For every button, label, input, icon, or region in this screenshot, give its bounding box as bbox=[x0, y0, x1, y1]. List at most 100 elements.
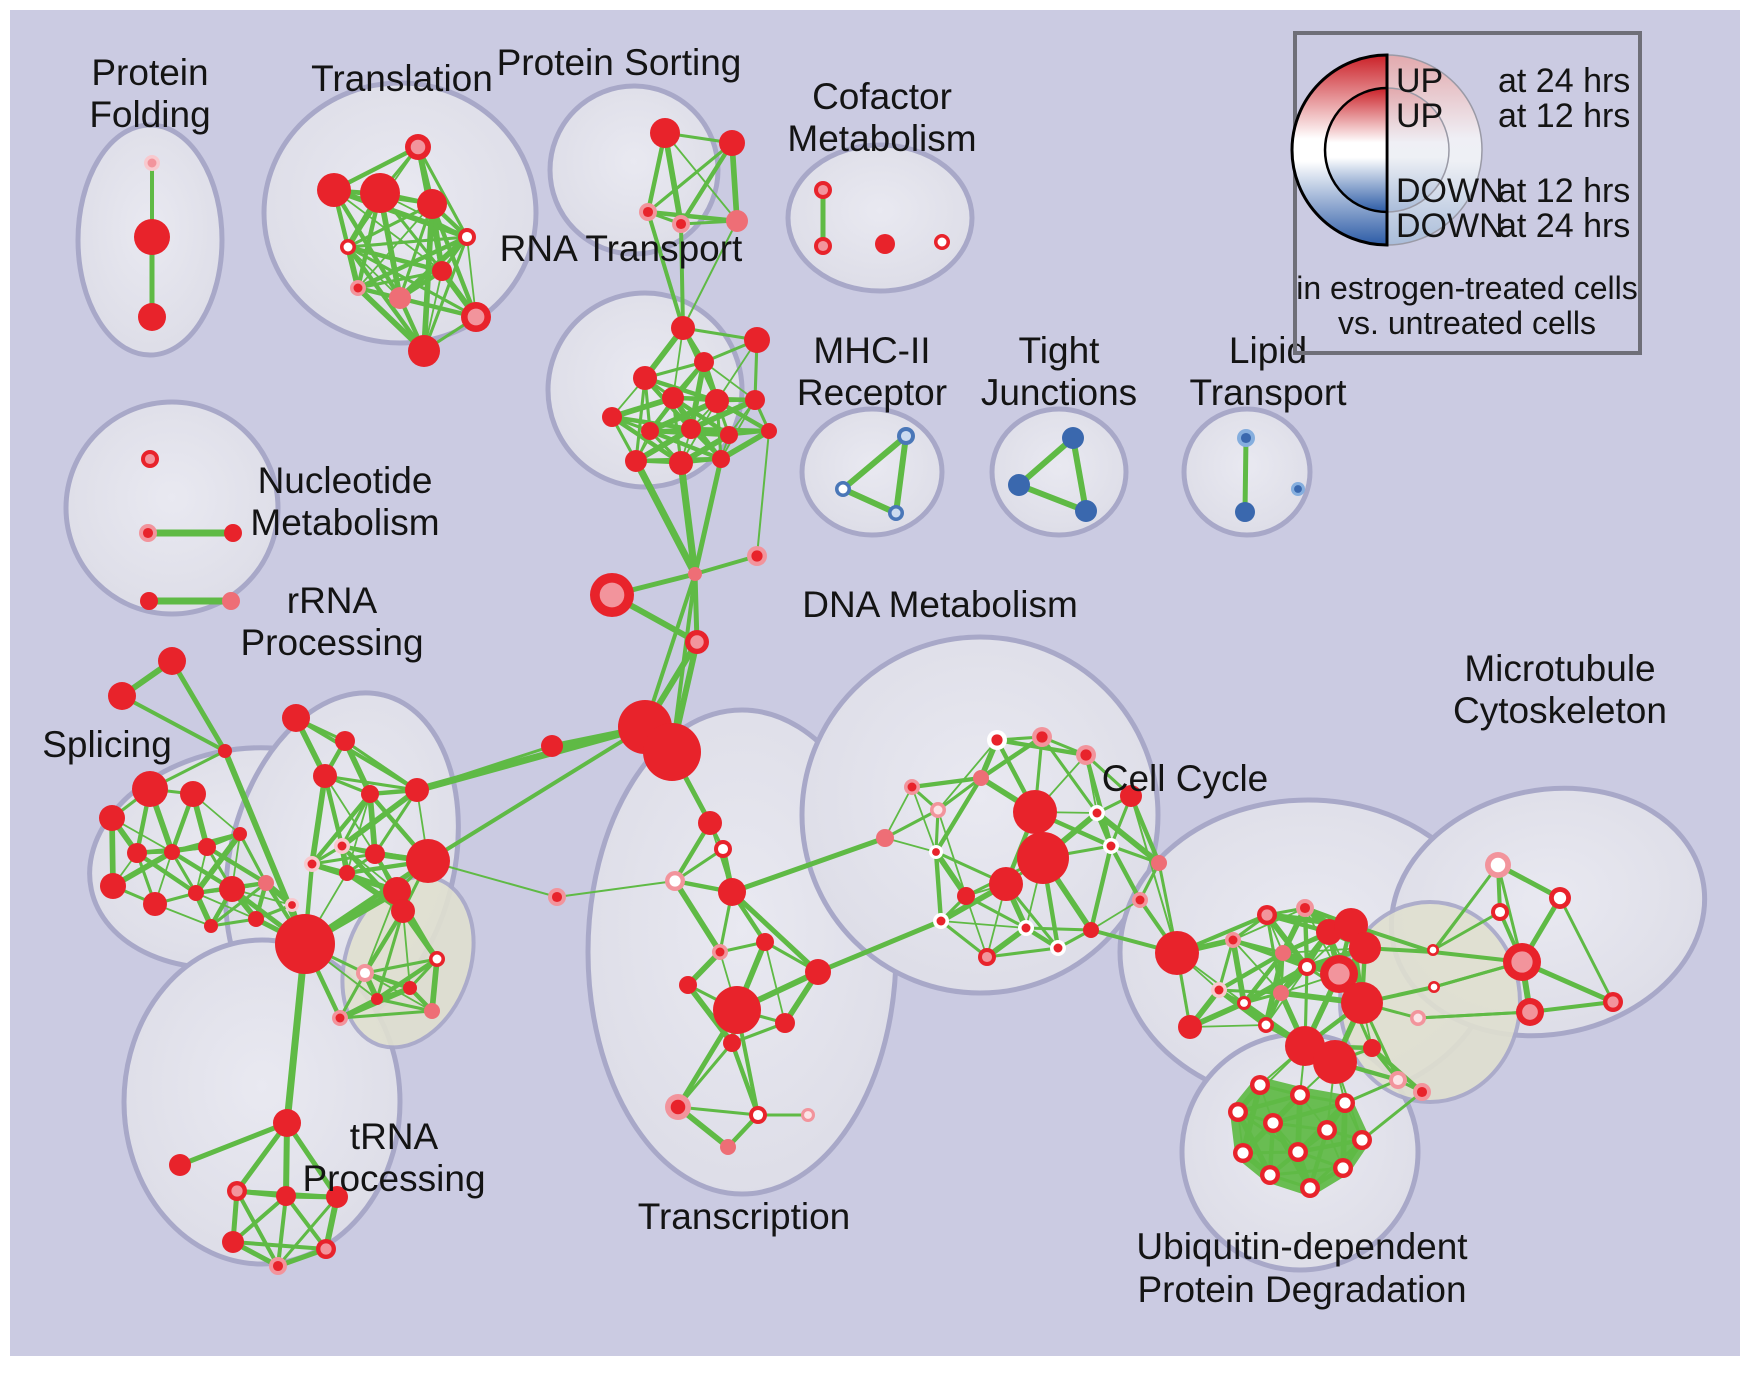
node bbox=[410, 139, 426, 155]
node bbox=[1214, 985, 1224, 995]
cluster-ellipse-cofactor-metabolism bbox=[785, 142, 975, 294]
node bbox=[371, 993, 383, 1005]
node bbox=[1036, 731, 1048, 743]
edge bbox=[933, 775, 984, 855]
node bbox=[991, 734, 1003, 746]
edge bbox=[345, 244, 427, 354]
node bbox=[335, 1013, 345, 1023]
edge bbox=[1109, 844, 1161, 865]
node bbox=[726, 210, 748, 232]
node bbox=[360, 173, 400, 213]
edge bbox=[415, 744, 554, 792]
edge bbox=[426, 725, 647, 863]
node bbox=[717, 843, 729, 855]
node bbox=[1135, 895, 1145, 905]
node bbox=[744, 327, 770, 353]
edge bbox=[1431, 863, 1500, 954]
cluster-label-cofactor-metabolism: Metabolism bbox=[787, 118, 976, 159]
node bbox=[804, 1111, 812, 1119]
node bbox=[365, 844, 385, 864]
edge bbox=[346, 202, 434, 249]
node bbox=[1013, 790, 1057, 834]
node bbox=[353, 283, 363, 293]
node bbox=[805, 959, 831, 985]
edge bbox=[909, 775, 984, 790]
node bbox=[1490, 857, 1506, 873]
node bbox=[383, 877, 411, 905]
edge bbox=[1040, 735, 1099, 815]
edge bbox=[676, 1105, 760, 1117]
edge bbox=[169, 658, 228, 754]
node bbox=[424, 1003, 440, 1019]
edge bbox=[375, 909, 405, 1001]
cluster-label-mhc-ii-receptor: MHC-II bbox=[813, 330, 930, 371]
edge bbox=[235, 1189, 280, 1268]
edge bbox=[375, 997, 434, 1013]
legend-row-direction: DOWN bbox=[1396, 207, 1504, 245]
node bbox=[817, 184, 829, 196]
edge bbox=[670, 572, 697, 754]
node bbox=[643, 723, 701, 781]
cluster-label-cofactor-metabolism: Cofactor bbox=[812, 76, 952, 117]
edge bbox=[933, 849, 944, 924]
edge bbox=[1217, 938, 1235, 992]
edge bbox=[309, 773, 328, 867]
node bbox=[1062, 427, 1084, 449]
edge bbox=[1128, 793, 1162, 866]
legend-footnote-line1: in estrogen-treated cells bbox=[1296, 270, 1638, 306]
edge bbox=[1360, 1090, 1424, 1142]
node bbox=[989, 867, 1023, 901]
edge bbox=[231, 1194, 288, 1244]
node bbox=[272, 1260, 284, 1272]
cluster-label-tight-junctions: Junctions bbox=[981, 372, 1137, 413]
edge bbox=[883, 808, 940, 840]
node bbox=[1356, 1134, 1368, 1146]
node bbox=[1321, 1124, 1333, 1136]
edge bbox=[427, 860, 558, 898]
node bbox=[937, 237, 947, 247]
edge bbox=[422, 235, 469, 353]
node bbox=[907, 782, 917, 792]
node bbox=[198, 838, 216, 856]
cluster-label-ubiquitin-degradation: Ubiquitin-dependent bbox=[1136, 1226, 1468, 1267]
node bbox=[1349, 932, 1381, 964]
cluster-label-nucleotide-metabolism: Metabolism bbox=[250, 502, 439, 543]
legend-row-time: at 12 hrs bbox=[1498, 97, 1630, 135]
edge bbox=[1235, 1092, 1303, 1115]
node bbox=[143, 892, 167, 916]
edge bbox=[1070, 435, 1089, 514]
node bbox=[756, 933, 774, 951]
node bbox=[1232, 1106, 1244, 1118]
node bbox=[761, 423, 777, 439]
edge bbox=[672, 878, 723, 955]
node bbox=[1254, 1079, 1266, 1091]
node bbox=[1264, 1169, 1276, 1181]
edge bbox=[1090, 899, 1141, 931]
node bbox=[932, 848, 940, 856]
edge bbox=[429, 201, 479, 320]
node bbox=[1416, 1086, 1428, 1098]
edge bbox=[204, 844, 269, 886]
cluster-label-trna-processing: Processing bbox=[302, 1158, 485, 1199]
cluster-ellipse-nucleotide-metabolism bbox=[63, 399, 281, 617]
edge bbox=[632, 457, 699, 578]
node bbox=[339, 865, 355, 881]
node bbox=[1235, 502, 1255, 522]
edge bbox=[1268, 1166, 1345, 1177]
node bbox=[1363, 1039, 1381, 1057]
cluster-label-nucleotide-metabolism: Nucleotide bbox=[258, 460, 433, 501]
edge bbox=[346, 245, 478, 319]
edge bbox=[343, 739, 419, 792]
edge bbox=[416, 145, 469, 239]
node bbox=[745, 390, 765, 410]
edge bbox=[646, 210, 685, 330]
edge bbox=[1016, 482, 1089, 514]
node bbox=[1337, 1162, 1349, 1174]
node bbox=[1267, 1117, 1279, 1129]
node bbox=[671, 316, 695, 340]
legend: UP at 24 hrs UP at 12 hrs DOWN at 12 hrs… bbox=[1290, 31, 1642, 355]
edge bbox=[429, 956, 440, 1014]
cluster-label-rna-transport: RNA Transport bbox=[500, 228, 743, 269]
node bbox=[158, 647, 186, 675]
